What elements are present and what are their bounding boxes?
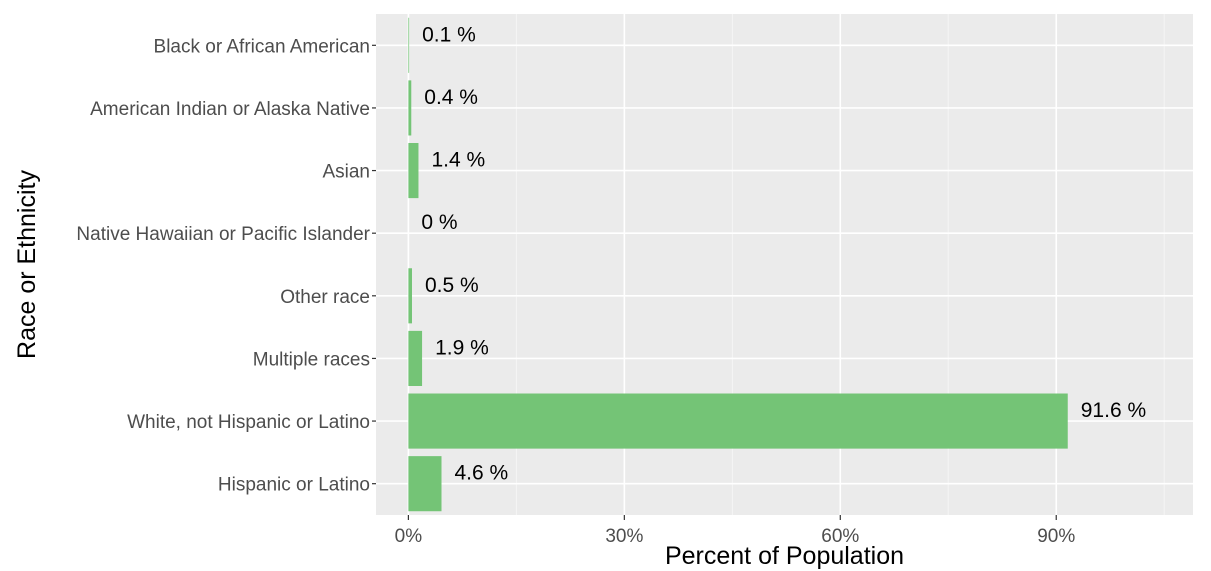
- bar-value-label: 4.6 %: [455, 462, 509, 485]
- bar-value-label: 91.6 %: [1081, 399, 1146, 422]
- x-axis: 0% 30% 60% 90%: [395, 515, 1075, 547]
- x-axis-title: Percent of Population: [665, 542, 904, 570]
- x-tick-label: 60%: [821, 526, 859, 547]
- bar: [408, 393, 1068, 449]
- bars: [408, 17, 1068, 512]
- bar: [408, 80, 412, 136]
- y-tick-label: American Indian or Alaska Native: [90, 99, 370, 120]
- bar-value-label: 1.4 %: [431, 149, 485, 172]
- bar-value-label: 0.4 %: [424, 86, 478, 109]
- bar: [408, 143, 419, 199]
- bar: [408, 330, 423, 386]
- y-axis: Black or African American American Indian…: [76, 36, 376, 496]
- y-tick-label: Native Hawaiian or Pacific Islander: [76, 224, 370, 245]
- bar-value-label: 0.1 %: [422, 23, 476, 46]
- y-axis-title: Race or Ethnicity: [13, 170, 41, 359]
- bar: [408, 268, 412, 324]
- y-tick-label: Multiple races: [253, 349, 370, 370]
- x-tick-label: 30%: [605, 526, 643, 547]
- bar: [408, 456, 442, 512]
- y-tick-label: White, not Hispanic or Latino: [127, 412, 370, 433]
- y-tick-label: Black or African American: [154, 36, 370, 57]
- bar-value-label: 0 %: [421, 211, 457, 234]
- bar-value-label: 1.9 %: [435, 336, 489, 359]
- x-tick-label: 0%: [395, 526, 423, 547]
- y-tick-label: Hispanic or Latino: [218, 475, 370, 496]
- y-tick-label: Asian: [322, 162, 370, 183]
- y-tick-label: Other race: [280, 287, 370, 308]
- bar: [408, 17, 410, 73]
- data-labels: 0.1 % 0.4 % 1.4 % 0 % 0.5 % 1.9 % 91.6 % 4.6 %: [421, 23, 1146, 484]
- x-tick-label: 90%: [1037, 526, 1075, 547]
- bar-value-label: 0.5 %: [425, 274, 479, 297]
